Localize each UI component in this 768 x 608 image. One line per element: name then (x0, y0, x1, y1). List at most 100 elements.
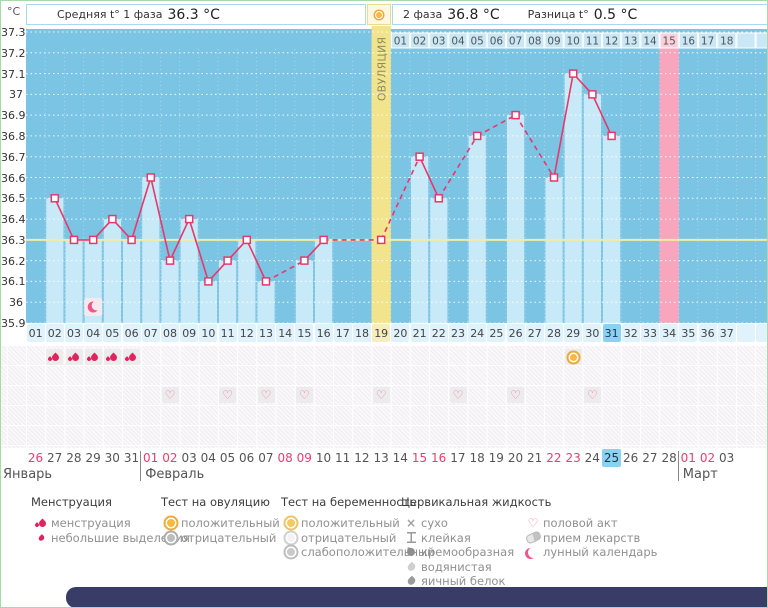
cycle-day-39[interactable] (756, 324, 767, 342)
date-Март-01[interactable]: 01 (680, 451, 696, 465)
intercourse-mark-day-30[interactable]: ♡ (583, 387, 601, 403)
cycle-day-25[interactable]: 25 (487, 324, 506, 342)
menstruation-mark-day-2[interactable] (46, 349, 64, 365)
cycle-day-35[interactable]: 35 (679, 324, 698, 342)
cycle-day-23[interactable]: 23 (448, 324, 468, 342)
date-Февраль-08[interactable]: 08 (277, 451, 293, 465)
date-Январь-30[interactable]: 30 (104, 451, 120, 465)
date-Февраль-05[interactable]: 05 (219, 451, 236, 465)
date-Январь-29[interactable]: 29 (85, 451, 101, 465)
date-Февраль-12[interactable]: 12 (354, 451, 370, 465)
cycle-day-07[interactable]: 07 (141, 324, 160, 342)
cycle-day-27[interactable]: 27 (525, 324, 544, 342)
y-tick: 37.1 (1, 67, 26, 81)
cycle-day-21[interactable]: 21 (410, 324, 429, 342)
cycle-day-12[interactable]: 12 (237, 324, 256, 342)
intercourse-mark-day-15[interactable]: ♡ (295, 387, 313, 403)
intercourse-mark-day-13[interactable]: ♡ (257, 387, 275, 403)
date-Февраль-02[interactable]: 02 (162, 451, 178, 465)
date-Февраль-10[interactable]: 10 (315, 451, 332, 465)
cycle-day-22[interactable]: 22 (429, 324, 448, 342)
cycle-day-36[interactable]: 36 (698, 324, 717, 342)
menstruation-mark-day-6[interactable] (123, 349, 141, 365)
date-Февраль-16[interactable]: 16 (431, 451, 447, 465)
cycle-day-13[interactable]: 13 (256, 324, 276, 342)
date-Январь-28[interactable]: 28 (66, 451, 82, 465)
date-Февраль-13[interactable]: 13 (373, 451, 389, 465)
date-Февраль-17[interactable]: 17 (450, 451, 466, 465)
menstruation-mark-day-5[interactable] (103, 349, 121, 365)
date-Март-03[interactable]: 03 (719, 451, 735, 465)
date-Февраль-28[interactable]: 28 (661, 451, 677, 465)
cycle-day-05[interactable]: 05 (103, 324, 122, 342)
cycle-day-08[interactable]: 08 (160, 324, 180, 342)
cycle-day-02[interactable]: 02 (45, 324, 64, 342)
cycle-day-31[interactable]: 31 (602, 324, 621, 342)
date-Январь-27[interactable]: 27 (47, 451, 63, 465)
menstruation-mark-day-4[interactable] (84, 349, 102, 365)
cycle-day-38[interactable] (736, 324, 756, 342)
ovulation-test-positive-day-29[interactable] (564, 349, 582, 365)
cycle-day-29[interactable]: 29 (564, 324, 583, 342)
cycle-day-09[interactable]: 09 (180, 324, 199, 342)
cycle-day-34[interactable]: 34 (660, 324, 679, 342)
date-Февраль-20[interactable]: 20 (507, 451, 524, 465)
temp-point-day-12 (242, 235, 252, 245)
intercourse-mark-day-23[interactable]: ♡ (449, 387, 467, 403)
cycle-day-06[interactable]: 06 (122, 324, 141, 342)
phase1-value: 36.3 °C (167, 6, 220, 23)
date-Февраль-19[interactable]: 19 (488, 451, 504, 465)
intercourse-mark-day-11[interactable]: ♡ (219, 387, 237, 403)
date-Февраль-07[interactable]: 07 (258, 451, 274, 465)
date-Февраль-24[interactable]: 24 (584, 451, 600, 465)
cycle-day-15[interactable]: 15 (295, 324, 314, 342)
menstruation-mark-day-3[interactable] (65, 349, 83, 365)
cycle-day-01[interactable]: 01 (26, 324, 45, 342)
date-Февраль-14[interactable]: 14 (392, 451, 408, 465)
date-Февраль-21[interactable]: 21 (527, 451, 543, 465)
date-Февраль-25[interactable]: 25 (602, 449, 621, 467)
cycle-day-26[interactable]: 26 (506, 324, 525, 342)
date-Январь-26[interactable]: 26 (27, 451, 44, 465)
intercourse-mark-day-26[interactable]: ♡ (507, 387, 525, 403)
cycle-day-20[interactable]: 20 (391, 324, 410, 342)
date-Февраль-22[interactable]: 22 (546, 451, 562, 465)
intercourse-mark-day-19[interactable]: ♡ (372, 387, 390, 403)
date-Январь-31[interactable]: 31 (123, 451, 140, 465)
cycle-day-19[interactable]: 19 (372, 324, 391, 342)
cycle-day-10[interactable]: 10 (199, 324, 218, 342)
legend-item: лунный календарь (523, 545, 657, 560)
symbol-grid[interactable]: ♡ ♡ ♡ ♡ ♡ ♡ ♡ ♡ (1, 345, 767, 448)
date-Февраль-03[interactable]: 03 (181, 451, 197, 465)
cycle-day-18[interactable]: 18 (352, 324, 372, 342)
date-Февраль-26[interactable]: 26 (623, 451, 639, 465)
date-Февраль-15[interactable]: 15 (411, 451, 428, 465)
date-Февраль-09[interactable]: 09 (296, 451, 312, 465)
cycle-day-axis: 01 02 03 04 05 06 07 08 09 10 11 12 13 14 15 16 17 18 19 20… (1, 323, 767, 345)
cycle-day-03[interactable]: 03 (64, 324, 84, 342)
bottom-panel-bar[interactable] (66, 587, 767, 607)
date-Февраль-04[interactable]: 04 (200, 451, 216, 465)
cycle-day-24[interactable]: 24 (468, 324, 487, 342)
date-Февраль-18[interactable]: 18 (469, 451, 485, 465)
date-Февраль-27[interactable]: 27 (642, 451, 658, 465)
date-Март-02[interactable]: 02 (699, 451, 716, 465)
date-Февраль-11[interactable]: 11 (335, 451, 351, 465)
date-Февраль-23[interactable]: 23 (565, 451, 581, 465)
date-Февраль-06[interactable]: 06 (239, 451, 255, 465)
cycle-day-04[interactable]: 04 (84, 324, 103, 342)
intercourse-mark-day-8[interactable]: ♡ (161, 387, 179, 403)
cycle-day-37[interactable]: 37 (717, 324, 736, 342)
date-Февраль-01[interactable]: 01 (143, 451, 159, 465)
cycle-day-28[interactable]: 28 (544, 324, 564, 342)
cycle-day-14[interactable]: 14 (276, 324, 295, 342)
cycle-day-33[interactable]: 33 (640, 324, 660, 342)
y-tick: 37.2 (1, 46, 26, 60)
cycle-day-32[interactable]: 32 (621, 324, 640, 342)
y-tick: 37 (9, 88, 23, 102)
cycle-day-17[interactable]: 17 (333, 324, 352, 342)
y-tick: 36.4 (1, 213, 26, 227)
cycle-day-16[interactable]: 16 (314, 324, 333, 342)
cycle-day-30[interactable]: 30 (583, 324, 602, 342)
cycle-day-11[interactable]: 11 (218, 324, 237, 342)
